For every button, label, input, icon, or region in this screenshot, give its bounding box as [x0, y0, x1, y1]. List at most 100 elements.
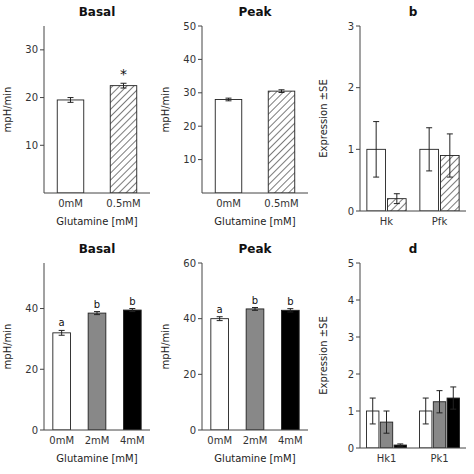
- y-axis-label: mpH/min: [160, 324, 171, 370]
- plot-area: [57, 83, 137, 193]
- error-bar: [121, 83, 127, 88]
- annotation: b: [94, 299, 100, 310]
- x-tick-label: 0mM: [49, 435, 74, 446]
- y-tick-label: 20: [183, 121, 196, 132]
- error-bar: [423, 398, 429, 424]
- error-bar: [450, 387, 456, 409]
- figure: 1020300mM0.5mMGlutamine [mM]mpH/minBasal…: [0, 0, 474, 474]
- error-bar: [426, 128, 432, 171]
- y-tick-label: 3: [348, 21, 354, 32]
- x-axis-label: Glutamine [mM]: [56, 453, 137, 464]
- bar: [88, 313, 106, 430]
- error-bar: [279, 90, 285, 93]
- x-axis: [44, 193, 150, 194]
- annotation: *: [120, 66, 127, 82]
- y-tick: [356, 263, 360, 264]
- y-tick-label: 20: [183, 369, 196, 380]
- x-tick-label: Hk1: [377, 453, 397, 464]
- y-axis-label: mpH/min: [2, 324, 13, 370]
- x-tick-label: Pk1: [430, 453, 448, 464]
- annotation: b: [129, 296, 135, 307]
- panel: 012345Hk1Pk1Expression ±SEd: [318, 242, 466, 464]
- y-tick-label: 30: [25, 44, 38, 55]
- y-tick: [198, 59, 202, 60]
- y-tick-label: 0: [32, 425, 38, 436]
- y-axis-label: mpH/min: [160, 87, 171, 133]
- x-axis: [44, 430, 150, 431]
- title: Peak: [238, 242, 272, 256]
- y-tick-label: 50: [183, 21, 196, 32]
- bar: [124, 310, 142, 430]
- y-tick: [40, 49, 44, 50]
- error-bar: [94, 312, 100, 315]
- y-tick-label: 0: [190, 425, 196, 436]
- y-axis: [360, 263, 361, 448]
- x-axis-label: Glutamine [mM]: [214, 453, 295, 464]
- y-axis: [44, 26, 45, 193]
- y-axis: [360, 26, 361, 211]
- panel: 02040600mM2mM4mMGlutamine [mM]mpH/minPea…: [160, 242, 308, 464]
- y-tick-label: 0: [348, 206, 354, 217]
- x-axis: [360, 448, 466, 449]
- x-axis: [360, 211, 466, 212]
- y-tick: [356, 149, 360, 150]
- y-axis: [202, 26, 203, 193]
- y-tick: [356, 374, 360, 375]
- y-tick: [356, 337, 360, 338]
- y-tick: [198, 263, 202, 264]
- x-axis-label: Glutamine [mM]: [214, 216, 295, 227]
- x-tick-label: Hk: [380, 216, 394, 227]
- bar: [268, 91, 295, 193]
- error-bar: [226, 98, 232, 101]
- x-tick-label: 0.5mM: [264, 198, 298, 209]
- y-tick: [356, 87, 360, 88]
- bar: [53, 333, 71, 430]
- annotation: b: [287, 296, 293, 307]
- y-tick-label: 1: [348, 144, 354, 155]
- y-axis-label: Expression ±SE: [318, 316, 329, 395]
- y-tick: [198, 26, 202, 27]
- y-tick: [356, 26, 360, 27]
- x-tick-label: 0mM: [216, 198, 241, 209]
- error-bar: [394, 194, 400, 204]
- title: Basal: [79, 242, 116, 256]
- annotation: b: [252, 295, 258, 306]
- x-tick-label: Pfk: [432, 216, 448, 227]
- bar: [211, 319, 229, 430]
- bar: [246, 309, 264, 430]
- plot-area: [53, 309, 141, 430]
- y-tick: [40, 369, 44, 370]
- y-tick-label: 2: [348, 82, 354, 93]
- y-tick: [198, 92, 202, 93]
- y-tick: [356, 300, 360, 301]
- error-bar: [373, 122, 379, 177]
- y-axis-label: mpH/min: [2, 87, 13, 133]
- x-tick-label: 4mM: [278, 435, 303, 446]
- x-tick-label: 2mM: [243, 435, 268, 446]
- y-tick-label: 40: [25, 303, 38, 314]
- error-bar: [287, 309, 293, 312]
- y-tick: [356, 411, 360, 412]
- annotation: a: [59, 317, 65, 328]
- y-tick-label: 4: [348, 295, 354, 306]
- error-bar: [397, 444, 403, 446]
- y-tick: [198, 318, 202, 319]
- y-tick: [356, 448, 360, 449]
- y-axis: [44, 263, 45, 430]
- y-tick-label: 10: [183, 154, 196, 165]
- panel: 0123HkPfkExpression ±SEb: [318, 5, 466, 227]
- y-tick-label: 3: [348, 332, 354, 343]
- y-tick-label: 60: [183, 258, 196, 269]
- plot-area: [367, 387, 460, 448]
- error-bar: [370, 398, 376, 424]
- title: b: [409, 5, 418, 19]
- y-tick: [198, 126, 202, 127]
- x-axis: [202, 193, 308, 194]
- y-tick-label: 5: [348, 258, 354, 269]
- y-tick-label: 1: [348, 406, 354, 417]
- x-tick-label: 2mM: [85, 435, 110, 446]
- bar: [110, 86, 137, 193]
- y-tick: [40, 308, 44, 309]
- error-bar: [217, 317, 223, 321]
- annotation: a: [217, 304, 223, 315]
